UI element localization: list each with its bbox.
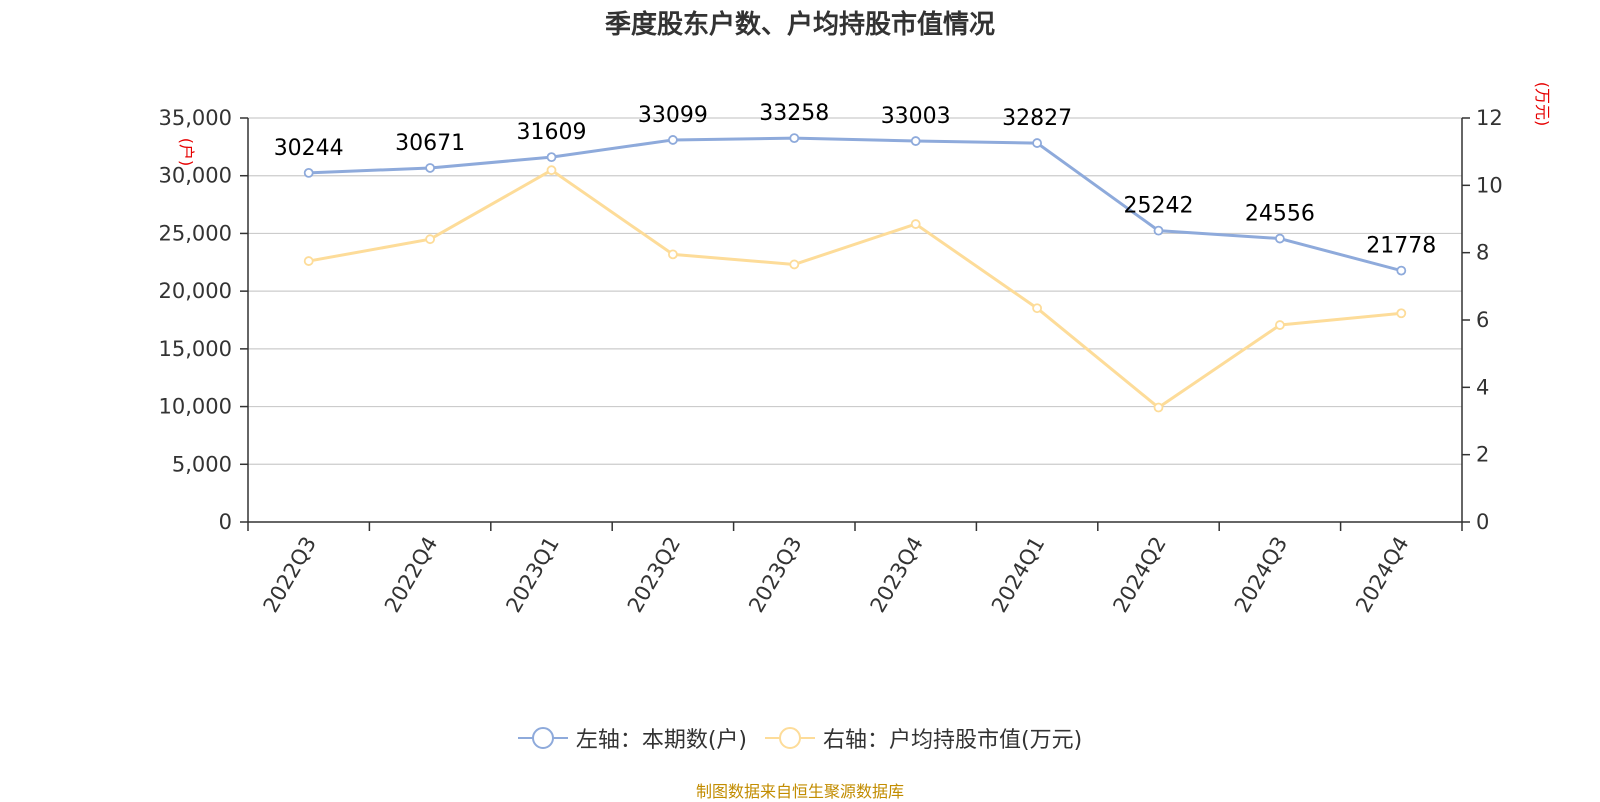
legend-item-households[interactable]: 左轴：本期数(户) <box>517 722 747 754</box>
legend-swatch-avg-value-icon <box>765 727 815 749</box>
source-note: 制图数据来自恒生聚源数据库 <box>695 782 904 801</box>
right-axis-tick-label: 10 <box>1476 173 1503 197</box>
left-axis-tick-label: 35,000 <box>159 106 232 130</box>
series-1-point <box>1032 303 1042 314</box>
series-0-point <box>1275 233 1285 244</box>
legend: 左轴：本期数(户) 右轴：户均持股市值(万元) <box>0 722 1600 754</box>
chart-title: 季度股东户数、户均持股市值情况 <box>604 10 995 40</box>
grid-layer <box>248 117 1462 465</box>
series-0-point <box>1396 265 1407 276</box>
series-line-0 <box>308 136 1402 273</box>
x-axis-tick-label: 2023Q2 <box>623 533 685 617</box>
series-layer <box>303 133 1407 413</box>
left-axis-tick-label: 10,000 <box>159 395 232 419</box>
x-axis-tick-label: 2024Q3 <box>1230 533 1292 617</box>
series-1-point <box>303 256 314 266</box>
series-1-point <box>425 234 436 245</box>
left-axis-label: (户) <box>177 138 196 167</box>
x-axis-tick-label: 2022Q4 <box>380 533 442 617</box>
x-axis-tick-label: 2023Q1 <box>501 533 563 617</box>
series-1-point <box>546 165 557 176</box>
data-label: 33099 <box>638 103 708 128</box>
x-axis-tick-label: 2022Q3 <box>259 533 321 617</box>
series-0-point <box>789 133 800 144</box>
left-axis-tick-label: 30,000 <box>159 164 232 188</box>
series-1-point <box>1153 402 1164 413</box>
series-1-point <box>1275 320 1285 330</box>
series-0-point <box>546 152 557 163</box>
data-label: 33003 <box>881 104 951 129</box>
series-1-point <box>910 219 921 229</box>
series-0-point <box>303 167 314 178</box>
legend-label-households: 左轴：本期数(户) <box>575 728 747 753</box>
data-label: 24556 <box>1245 202 1315 227</box>
data-label: 21778 <box>1366 234 1436 259</box>
series-0-point <box>1153 225 1164 236</box>
x-axis-tick-label: 2024Q2 <box>1108 533 1170 617</box>
right-axis-tick-label: 12 <box>1476 106 1503 130</box>
series-0-point <box>425 163 436 173</box>
x-axis-tick-label: 2023Q4 <box>866 533 928 617</box>
legend-item-avg-value[interactable]: 右轴：户均持股市值(万元) <box>765 722 1082 754</box>
left-axis-tick-label: 0 <box>219 510 232 534</box>
left-axis-tick-label: 20,000 <box>159 279 232 303</box>
series-0-point <box>668 135 678 145</box>
left-axis-tick-label: 5,000 <box>172 452 232 476</box>
x-axis-tick-label: 2024Q4 <box>1351 533 1413 617</box>
right-axis-label: (万元) <box>1533 82 1552 127</box>
x-axis-tick-label: 2023Q3 <box>744 533 806 617</box>
data-label: 25242 <box>1124 194 1194 219</box>
data-label: 31609 <box>517 120 587 145</box>
chart-plot: 0 5,000 10,000 15,000 20,000 25,000 30,000 35,0… <box>159 82 1552 617</box>
data-label: 32827 <box>1002 106 1072 131</box>
series-1-point <box>789 259 800 270</box>
data-label: 33258 <box>759 101 829 126</box>
legend-label-avg-value: 右轴：户均持股市值(万元) <box>823 728 1083 753</box>
series-line-1 <box>308 168 1402 410</box>
left-axis-tick-label: 25,000 <box>159 221 232 245</box>
series-0-point <box>910 136 921 146</box>
right-axis-tick-label: 4 <box>1476 375 1489 399</box>
x-axis-tick-label: 2024Q1 <box>987 533 1049 617</box>
right-axis-tick-label: 0 <box>1476 510 1489 534</box>
legend-swatch-households-icon <box>517 727 568 749</box>
right-axis-tick-label: 8 <box>1476 241 1489 265</box>
left-axis-tick-label: 15,000 <box>159 337 232 361</box>
labels-layer: 30244 30671 31609 33099 33258 33003 32827 25242… <box>274 101 1437 259</box>
data-label: 30244 <box>274 136 344 161</box>
right-axis-tick-label: 2 <box>1476 443 1489 467</box>
series-0-point <box>1032 138 1042 148</box>
right-axis-tick-label: 6 <box>1476 308 1489 332</box>
series-1-point <box>1396 308 1407 319</box>
data-label: 30671 <box>395 131 465 156</box>
series-1-point <box>668 249 678 260</box>
